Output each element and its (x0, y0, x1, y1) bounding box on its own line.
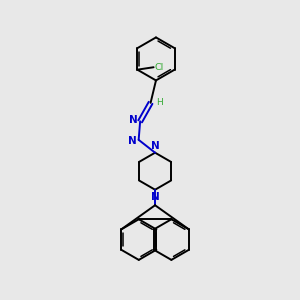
Text: H: H (156, 98, 163, 107)
Text: N: N (129, 116, 138, 125)
Text: N: N (151, 141, 160, 151)
Text: N: N (128, 136, 136, 146)
Text: N: N (151, 191, 160, 202)
Text: Cl: Cl (155, 63, 164, 72)
